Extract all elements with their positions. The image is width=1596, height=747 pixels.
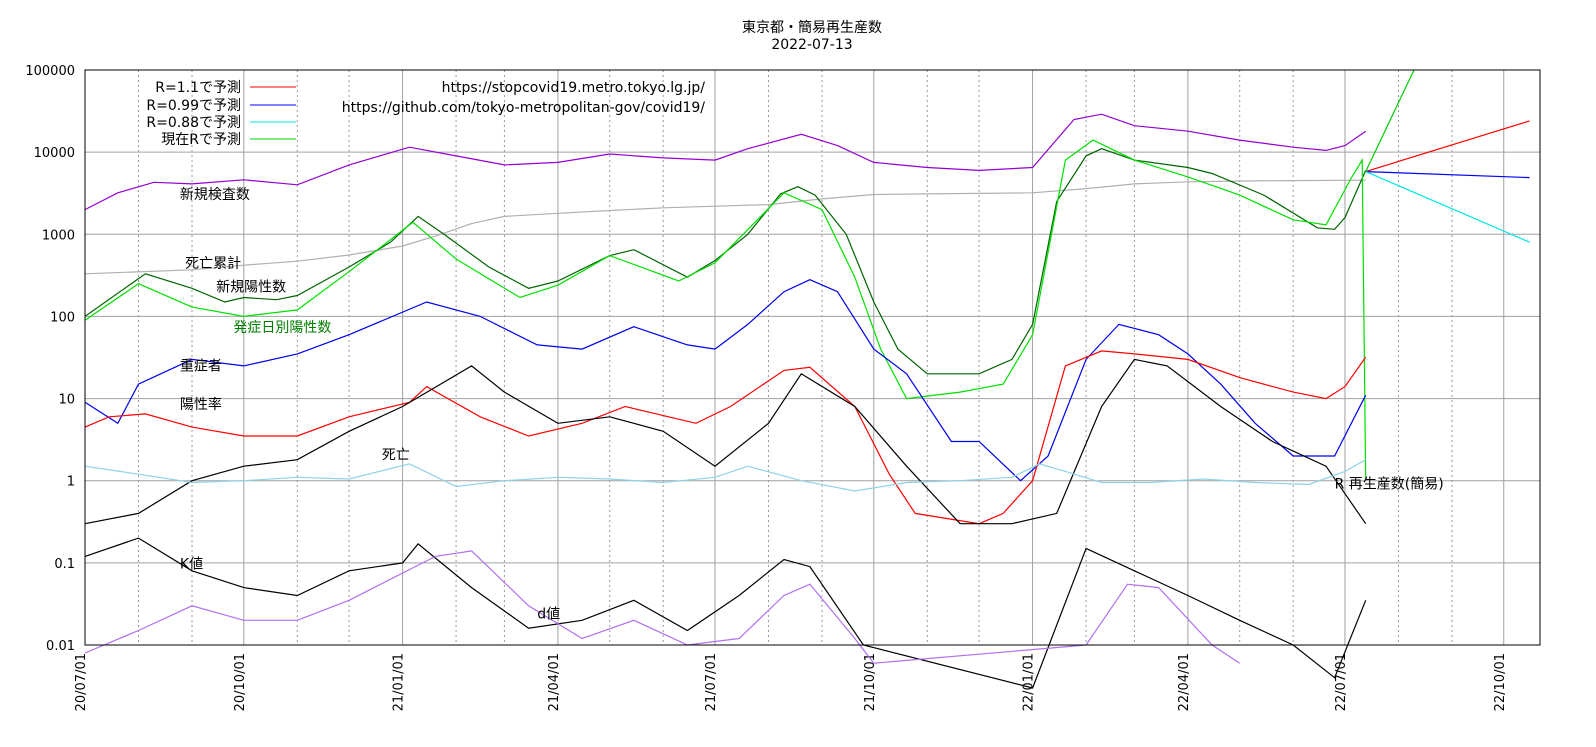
x-tick-label: 20/07/01 <box>74 653 89 711</box>
series-d- <box>85 551 1240 663</box>
series-group <box>85 114 1366 688</box>
series-- <box>85 114 1366 209</box>
series-label: 新規検査数 <box>180 187 250 203</box>
chart-subtitle: 2022-07-13 <box>771 37 852 53</box>
chart: 東京都・簡易再生産数 2022-07-13 100000100001000100… <box>0 0 1596 747</box>
projection-line <box>1366 121 1530 172</box>
series-- <box>85 280 1366 481</box>
source-url-github[interactable]: https://github.com/tokyo-metropolitan-go… <box>342 100 706 116</box>
y-tick-label: 10000 <box>34 146 75 161</box>
y-axis: 100000 10000 1000 100 10 1 0.1 0.01 <box>25 64 75 654</box>
series-label: K値 <box>180 557 203 573</box>
series-- <box>85 351 1366 524</box>
series-k- <box>85 538 1366 688</box>
series-label: 発症日別陽性数 <box>233 320 331 336</box>
chart-title: 東京都・簡易再生産数 <box>742 20 882 36</box>
projection-line <box>1366 172 1530 243</box>
x-tick-label: 21/01/01 <box>392 653 407 711</box>
series-label: 死亡 <box>382 448 410 464</box>
series-label: 新規陽性数 <box>216 280 286 296</box>
y-tick-label: 0.01 <box>46 639 75 654</box>
x-tick-label: 22/04/01 <box>1177 653 1192 711</box>
series-- <box>85 359 1366 523</box>
plot-frame <box>85 70 1540 645</box>
series-label: 陽性率 <box>180 396 222 413</box>
y-tick-label: 0.1 <box>54 557 75 572</box>
legend: R=1.1で予測 R=0.99で予測 R=0.88で予測 現在Rで予測 <box>146 80 296 148</box>
x-tick-label: 21/10/01 <box>863 653 878 711</box>
y-tick-label: 1 <box>67 475 75 490</box>
y-tick-label: 10 <box>58 393 75 408</box>
series-r- <box>85 460 1366 491</box>
legend-entry-label: R=1.1で予測 <box>155 80 241 96</box>
grid <box>85 70 1540 645</box>
series-- <box>85 140 1366 481</box>
x-tick-label: 21/04/01 <box>547 653 562 711</box>
y-tick-label: 100 <box>50 310 75 325</box>
projection-group <box>1366 70 1530 242</box>
series-label: d値 <box>537 607 560 623</box>
legend-entry-label: R=0.99で予測 <box>146 98 241 114</box>
y-tick-label: 1000 <box>42 228 75 243</box>
projection-line <box>1366 172 1530 178</box>
series-label: 重症者 <box>180 358 222 374</box>
legend-entry-label: 現在Rで予測 <box>161 132 241 148</box>
y-tick-label: 100000 <box>25 64 75 79</box>
source-url-stopcovid[interactable]: https://stopcovid19.metro.tokyo.lg.jp/ <box>442 80 706 96</box>
x-axis: 20/07/01 20/10/01 21/01/01 21/04/01 21/07/01… <box>74 653 1508 711</box>
x-tick-label: 21/07/01 <box>704 653 719 711</box>
x-tick-label: 22/10/01 <box>1493 653 1508 711</box>
legend-entry-label: R=0.88で予測 <box>146 115 241 131</box>
series-label: R 再生産数(簡易) <box>1335 477 1444 493</box>
x-tick-label: 20/10/01 <box>233 653 248 711</box>
projection-line <box>1366 70 1414 172</box>
series-label: 死亡累計 <box>185 256 241 272</box>
series-- <box>85 180 1366 274</box>
